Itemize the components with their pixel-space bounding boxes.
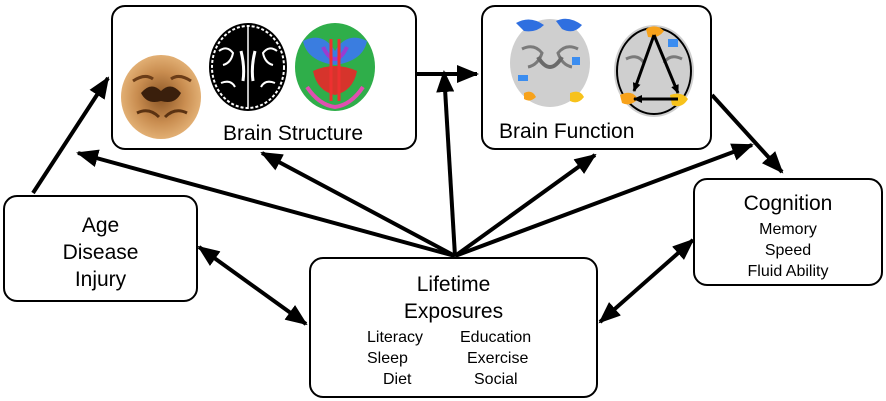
brain-structure-box: Brain Structure [111,5,417,150]
arrow-exposures-to-function-right [453,153,597,258]
exposure-education: Education [460,329,532,346]
cognition-item-fluid-ability: Fluid Ability [747,263,829,280]
exposure-social: Social [474,371,518,388]
cognition-item-speed: Speed [764,242,812,259]
arrow-exposures-to-cognition [454,143,754,258]
arrow-risk-to-structure [31,76,110,195]
risk-factors-box: Age Disease Injury [3,195,198,302]
exposures-title-line1: Lifetime [416,273,491,296]
segmentation-brain-scan-icon [209,23,287,111]
brain-structure-title: Brain Structure [223,122,364,145]
risk-factor-disease: Disease [62,241,139,264]
arrow-exposures-cognition-bidirectional [598,238,695,324]
cognition-item-memory: Memory [759,221,817,238]
t1-brain-scan-icon [121,55,201,139]
arrow-risk-exposures-bidirectional [197,245,308,326]
activation-map-brain-scan-icon [510,18,590,107]
brain-function-box: Brain Function [481,5,712,150]
arrow-exposures-to-function-up [436,70,457,257]
connectivity-brain-scan-icon [614,25,694,117]
cognition-title: Cognition [743,192,833,215]
exposure-diet: Diet [383,371,412,388]
risk-factor-age: Age [81,214,120,237]
exposure-exercise: Exercise [467,350,529,367]
brain-function-title: Brain Function [499,120,635,143]
lifetime-exposures-box: Lifetime Exposures Literacy Sleep Diet E… [309,257,598,398]
cognition-box: Cognition Memory Speed Fluid Ability [693,178,883,286]
diffusion-color-brain-scan-icon [295,23,375,111]
arrow-function-to-cognition [710,93,784,174]
exposures-title-line2: Exposures [403,300,504,323]
arrow-exposures-to-structure-left [76,149,456,258]
risk-factor-injury: Injury [74,268,127,291]
exposure-sleep: Sleep [367,350,408,367]
arrow-exposures-to-structure-right [260,151,456,258]
exposure-literacy: Literacy [367,329,424,346]
